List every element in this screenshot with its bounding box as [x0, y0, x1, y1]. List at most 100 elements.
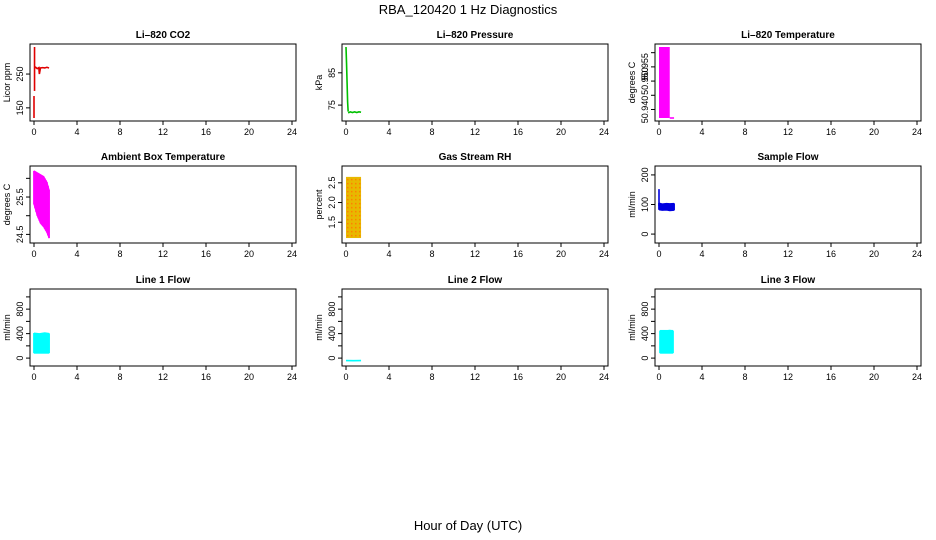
data-point	[347, 210, 349, 213]
y-tick-label: 800	[327, 302, 337, 317]
data-point	[351, 222, 353, 225]
data-point	[355, 222, 357, 225]
data-series-line	[345, 46, 349, 112]
data-point	[359, 198, 361, 201]
y-axis-label: Licor ppm	[2, 63, 12, 103]
plot-frame	[341, 288, 609, 367]
y-tick-label: 400	[640, 326, 650, 341]
data-point	[359, 218, 361, 221]
chart-panel-5: Gas Stream RH percent 0 4 8 12 16 20 24 1.5 2.0 2.5	[314, 152, 609, 259]
x-tick-label: 8	[742, 127, 747, 137]
panel-title: Gas Stream RH	[439, 152, 512, 163]
plot-frame	[654, 288, 922, 367]
x-tick-label: 12	[470, 127, 480, 137]
data-point	[347, 234, 349, 237]
panel-title: Li–820 CO2	[136, 30, 191, 41]
data-point	[351, 190, 353, 193]
data-point	[347, 178, 349, 181]
x-tick-label: 24	[912, 127, 922, 137]
x-tick-label: 0	[656, 249, 661, 259]
y-tick-label: 75	[327, 100, 337, 110]
panel-title: Line 2 Flow	[448, 275, 503, 286]
data-series-upper	[658, 202, 675, 205]
x-tick-label: 8	[429, 127, 434, 137]
y-tick-label: 25.5	[15, 188, 25, 206]
y-tick-label: 0	[15, 356, 25, 361]
data-point	[355, 194, 357, 197]
data-point	[347, 190, 349, 193]
data-point	[359, 222, 361, 225]
x-tick-label: 8	[429, 372, 434, 382]
data-point	[359, 202, 361, 205]
data-group	[33, 170, 50, 239]
data-point	[359, 178, 361, 181]
data-point	[359, 226, 361, 229]
x-tick-label: 12	[158, 127, 168, 137]
x-tick-label: 24	[287, 372, 297, 382]
chart-panel-7: Line 1 Flow ml/min 0 4 8 12 16 20 24 0 400 800	[2, 275, 297, 382]
data-point	[359, 186, 361, 189]
x-tick-label: 16	[513, 127, 523, 137]
y-tick-label: 200	[640, 167, 650, 182]
x-tick-label: 16	[513, 249, 523, 259]
data-point	[347, 186, 349, 189]
y-tick-label: 50.955	[640, 53, 650, 81]
x-tick-label: 20	[869, 249, 879, 259]
x-tick-label: 8	[117, 249, 122, 259]
x-tick-label: 12	[783, 249, 793, 259]
data-series-upper	[660, 329, 674, 332]
chart-panel-1: Li–820 CO2 Licor ppm 0 4 8 12 16 20 24 150 250	[2, 30, 297, 137]
x-tick-label: 24	[287, 249, 297, 259]
x-tick-label: 20	[244, 127, 254, 137]
panel-title: Ambient Box Temperature	[101, 152, 226, 163]
x-tick-label: 24	[599, 249, 609, 259]
y-axis-label: kPa	[314, 75, 324, 91]
y-tick-label: 2.5	[327, 177, 337, 190]
data-point	[355, 214, 357, 217]
x-tick-label: 24	[599, 372, 609, 382]
data-point	[359, 194, 361, 197]
x-tick-label: 12	[470, 249, 480, 259]
x-tick-label: 20	[244, 372, 254, 382]
data-point	[351, 206, 353, 209]
x-tick-label: 8	[742, 372, 747, 382]
y-tick-label: 400	[327, 326, 337, 341]
data-point	[355, 218, 357, 221]
data-group	[658, 189, 675, 212]
x-tick-label: 8	[742, 249, 747, 259]
data-point	[347, 230, 349, 233]
data-point	[347, 226, 349, 229]
data-group	[659, 329, 674, 354]
data-point	[355, 198, 357, 201]
data-group	[659, 47, 675, 119]
chart-panel-3: Li–820 Temperature degrees C 0 4 8 12 16 20 24 50…	[627, 30, 922, 137]
data-point	[359, 234, 361, 237]
data-point	[347, 182, 349, 185]
y-tick-label: 250	[15, 67, 25, 82]
y-tick-label: 150	[15, 100, 25, 115]
x-tick-label: 20	[556, 127, 566, 137]
x-tick-label: 0	[656, 127, 661, 137]
data-series-line	[347, 111, 362, 114]
plot-frame	[29, 43, 297, 122]
x-tick-label: 16	[826, 249, 836, 259]
x-tick-label: 4	[699, 249, 704, 259]
y-axis-label: ml/min	[2, 314, 12, 341]
data-point	[355, 190, 357, 193]
x-tick-label: 16	[201, 249, 211, 259]
x-tick-label: 0	[656, 372, 661, 382]
y-tick-label: 50.940	[640, 96, 650, 124]
data-point	[347, 222, 349, 225]
x-tick-label: 12	[158, 249, 168, 259]
y-tick-label: 1.5	[327, 216, 337, 229]
data-point	[359, 230, 361, 233]
x-tick-label: 4	[386, 127, 391, 137]
panel-title: Line 3 Flow	[761, 275, 816, 286]
x-tick-label: 24	[912, 372, 922, 382]
x-tick-label: 4	[386, 372, 391, 382]
chart-panel-4: Ambient Box Temperature degrees C 0 4 8 12 16 2…	[2, 152, 297, 259]
x-tick-label: 20	[869, 372, 879, 382]
data-point	[355, 202, 357, 205]
data-group	[33, 47, 50, 118]
